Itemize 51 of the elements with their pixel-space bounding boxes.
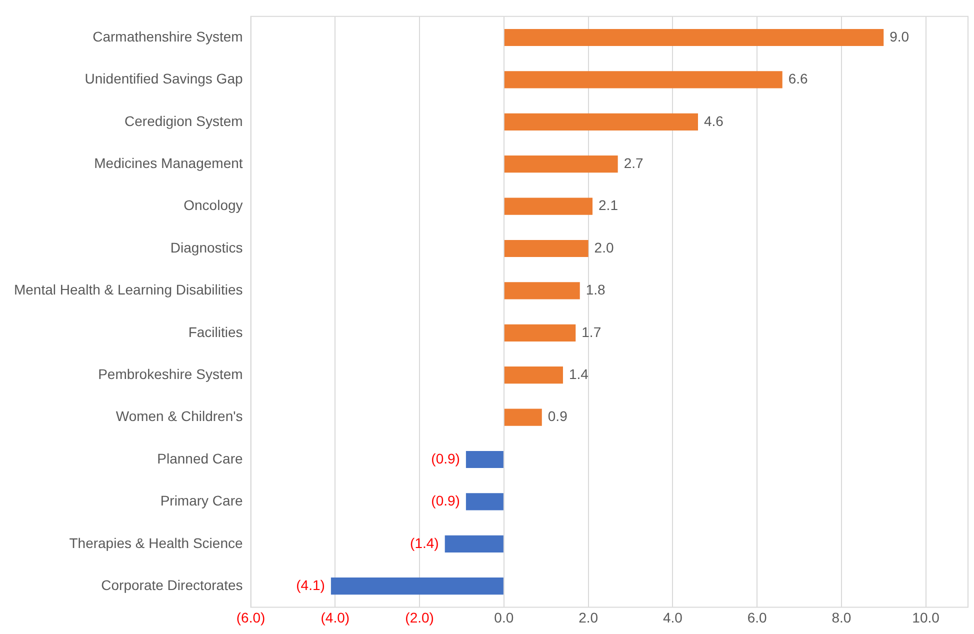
data-label: 2.1 <box>598 197 618 214</box>
y-tick-label: Diagnostics <box>170 239 243 256</box>
data-label: (0.9) <box>431 450 460 466</box>
y-tick-label: Therapies & Health Science <box>69 534 243 551</box>
bar <box>444 535 504 552</box>
bar <box>504 113 698 130</box>
x-tick-label: (2.0) <box>405 609 434 626</box>
x-tick-label: 8.0 <box>832 609 852 626</box>
y-tick-label: Ceredigion System <box>124 112 243 129</box>
bar <box>504 324 576 342</box>
data-label: 1.7 <box>582 324 602 340</box>
bar <box>466 450 504 468</box>
data-label: 9.0 <box>890 28 910 44</box>
data-label: 0.9 <box>548 408 568 424</box>
bar <box>504 28 884 46</box>
y-tick-label: Primary Care <box>160 492 243 509</box>
data-label: 4.6 <box>704 112 724 129</box>
bar <box>330 578 504 595</box>
x-tick-label: 2.0 <box>578 609 598 626</box>
y-tick-label: Pembrokeshire System <box>98 366 243 382</box>
y-tick-label: Corporate Directorates <box>101 576 243 593</box>
data-label: (1.4) <box>410 534 439 551</box>
data-label: (0.9) <box>431 492 460 509</box>
x-tick-label: (6.0) <box>236 609 266 626</box>
bar <box>504 240 588 258</box>
data-label: 1.8 <box>586 282 606 298</box>
x-tick-label: 6.0 <box>747 609 767 626</box>
y-tick-label: Unidentified Savings Gap <box>84 70 243 87</box>
bar <box>504 366 563 384</box>
bar <box>504 282 580 300</box>
y-tick-label: Women & Children's <box>116 408 243 424</box>
x-tick-label: (4.0) <box>320 609 350 626</box>
bar <box>504 408 542 426</box>
data-label: 2.0 <box>594 239 614 256</box>
y-tick-label: Carmathenshire System <box>92 28 243 44</box>
x-tick-label: 4.0 <box>662 609 683 626</box>
data-label: 2.7 <box>624 154 644 171</box>
data-label: 1.4 <box>568 366 589 382</box>
data-label: (4.1) <box>296 576 325 593</box>
y-tick-label: Facilities <box>188 324 243 340</box>
y-tick-label: Planned Care <box>157 450 243 466</box>
bar <box>504 71 782 88</box>
y-tick-label: Mental Health & Learning Disabilities <box>14 282 243 298</box>
x-tick-label: 0.0 <box>494 609 514 626</box>
bar <box>504 156 618 173</box>
bar <box>466 493 504 510</box>
y-tick-label: Medicines Management <box>94 154 243 171</box>
x-tick-label: 10.0 <box>912 609 940 626</box>
bar <box>504 198 593 215</box>
data-label: 6.6 <box>788 70 808 87</box>
y-tick-label: Oncology <box>184 197 243 214</box>
